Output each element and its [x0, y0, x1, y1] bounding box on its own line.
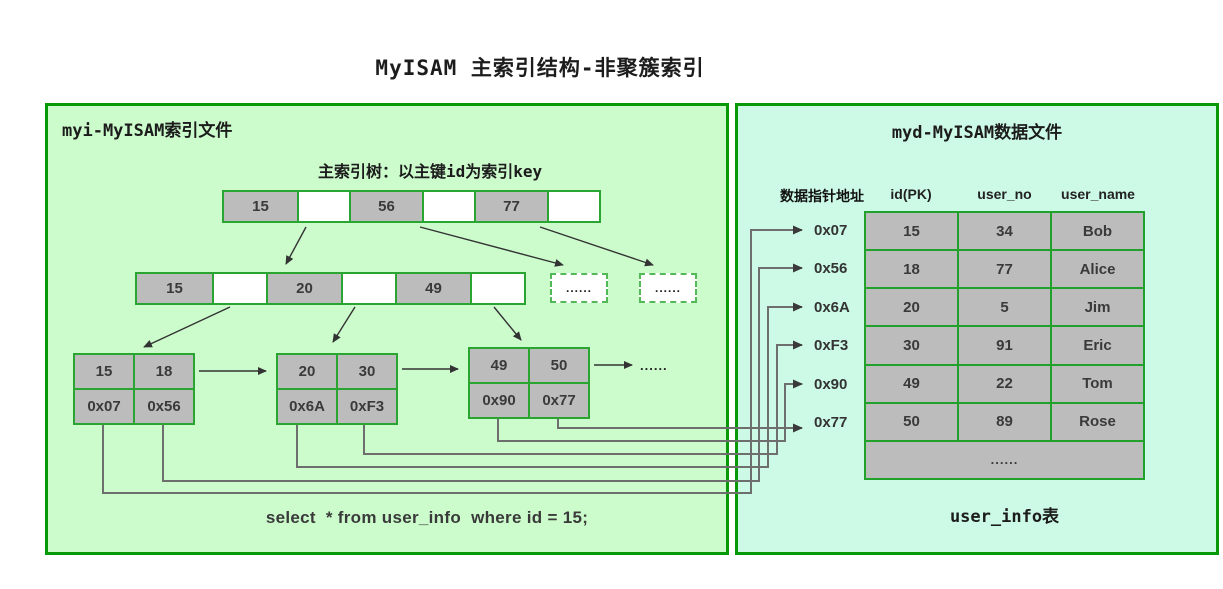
pointer-address-label: 0x56: [814, 260, 848, 277]
table-cell: 20: [866, 289, 957, 326]
pointer-address-label: 0xF3: [814, 337, 849, 354]
mid-pointer-cell: [470, 274, 524, 303]
root-key-cell: 56: [349, 192, 422, 221]
leaf-pointer-cell: 0x6A: [278, 390, 336, 423]
root-key-cell: 77: [474, 192, 547, 221]
btree-leaf-node-2: 20 30 0x6A 0xF3: [276, 353, 398, 425]
root-pointer-cell: [422, 192, 474, 221]
table-cell: 30: [866, 327, 957, 364]
diagram-title: MyISAM 主索引结构-非聚簇索引: [375, 56, 705, 80]
mid-key-cell: 15: [137, 274, 212, 303]
table-cell: 5: [959, 289, 1050, 326]
column-header-user-no: user_no: [977, 186, 1032, 202]
root-pointer-cell: [297, 192, 349, 221]
btree-leaf-node-1: 15 18 0x07 0x56: [73, 353, 195, 425]
table-caption: user_info表: [949, 507, 1060, 527]
mid-key-cell: 49: [395, 274, 470, 303]
table-cell: 77: [959, 251, 1050, 288]
leaf-pointer-cell: 0x77: [530, 384, 588, 417]
dashed-node-placeholder: ......: [550, 273, 608, 303]
table-cell: 91: [959, 327, 1050, 364]
sql-query-text: select * from user_info where id = 15;: [265, 508, 589, 527]
table-cell: Jim: [1052, 289, 1143, 326]
table-cell: 50: [866, 403, 957, 440]
table-cell: 34: [959, 213, 1050, 250]
user-info-table: 15 34 Bob 18 77 Alice 20 5 Jim 30 91 Eri…: [864, 211, 1145, 480]
pointer-address-label: 0x6A: [814, 299, 850, 316]
leaf-key-cell: 50: [530, 349, 588, 382]
table-ellipsis-row: ......: [866, 441, 1143, 478]
leaf-key-cell: 20: [278, 355, 336, 388]
leaf-pointer-cell: 0xF3: [338, 390, 396, 423]
leaf-key-cell: 15: [75, 355, 133, 388]
mid-pointer-cell: [341, 274, 395, 303]
btree-root-node: 15 56 77: [222, 190, 601, 223]
leaf-pointer-cell: 0x56: [135, 390, 193, 423]
pointer-address-label: 0x90: [814, 376, 848, 393]
column-header-id: id(PK): [890, 186, 932, 202]
column-header-user-name: user_name: [1061, 186, 1135, 202]
root-pointer-cell: [547, 192, 599, 221]
root-key-cell: 15: [224, 192, 297, 221]
data-file-panel-title: myd-MyISAM数据文件: [891, 123, 1063, 143]
table-cell: 18: [866, 251, 957, 288]
leaf-pointer-cell: 0x07: [75, 390, 133, 423]
table-cell: Rose: [1052, 403, 1143, 440]
dashed-node-placeholder: ......: [639, 273, 697, 303]
table-cell: Bob: [1052, 213, 1143, 250]
index-file-panel: myi-MyISAM索引文件 主索引树：以主键id为索引key 15 56 77…: [45, 103, 729, 555]
mid-pointer-cell: [212, 274, 266, 303]
btree-leaf-node-3: 49 50 0x90 0x77: [468, 347, 590, 419]
table-cell: 22: [959, 365, 1050, 402]
table-cell: 49: [866, 365, 957, 402]
table-cell: Alice: [1052, 251, 1143, 288]
mid-key-cell: 20: [266, 274, 341, 303]
leaf-chain-ellipsis: ......: [640, 358, 668, 373]
pointer-address-label: 0x07: [814, 222, 848, 239]
index-file-panel-title: myi-MyISAM索引文件: [62, 121, 233, 141]
table-cell: Eric: [1052, 327, 1143, 364]
data-file-panel: myd-MyISAM数据文件 数据指针地址 id(PK) user_no use…: [735, 103, 1219, 555]
btree-middle-node: 15 20 49: [135, 272, 526, 305]
data-table-header: 数据指针地址 id(PK) user_no user_name: [738, 186, 1216, 205]
leaf-key-cell: 49: [470, 349, 528, 382]
table-cell: 15: [866, 213, 957, 250]
leaf-pointer-cell: 0x90: [470, 384, 528, 417]
leaf-key-cell: 18: [135, 355, 193, 388]
pointer-address-header: 数据指针地址: [780, 189, 864, 205]
index-tree-subtitle: 主索引树：以主键id为索引key: [318, 162, 543, 181]
pointer-address-label: 0x77: [814, 414, 848, 431]
table-cell: 89: [959, 403, 1050, 440]
table-cell: Tom: [1052, 365, 1143, 402]
leaf-key-cell: 30: [338, 355, 396, 388]
